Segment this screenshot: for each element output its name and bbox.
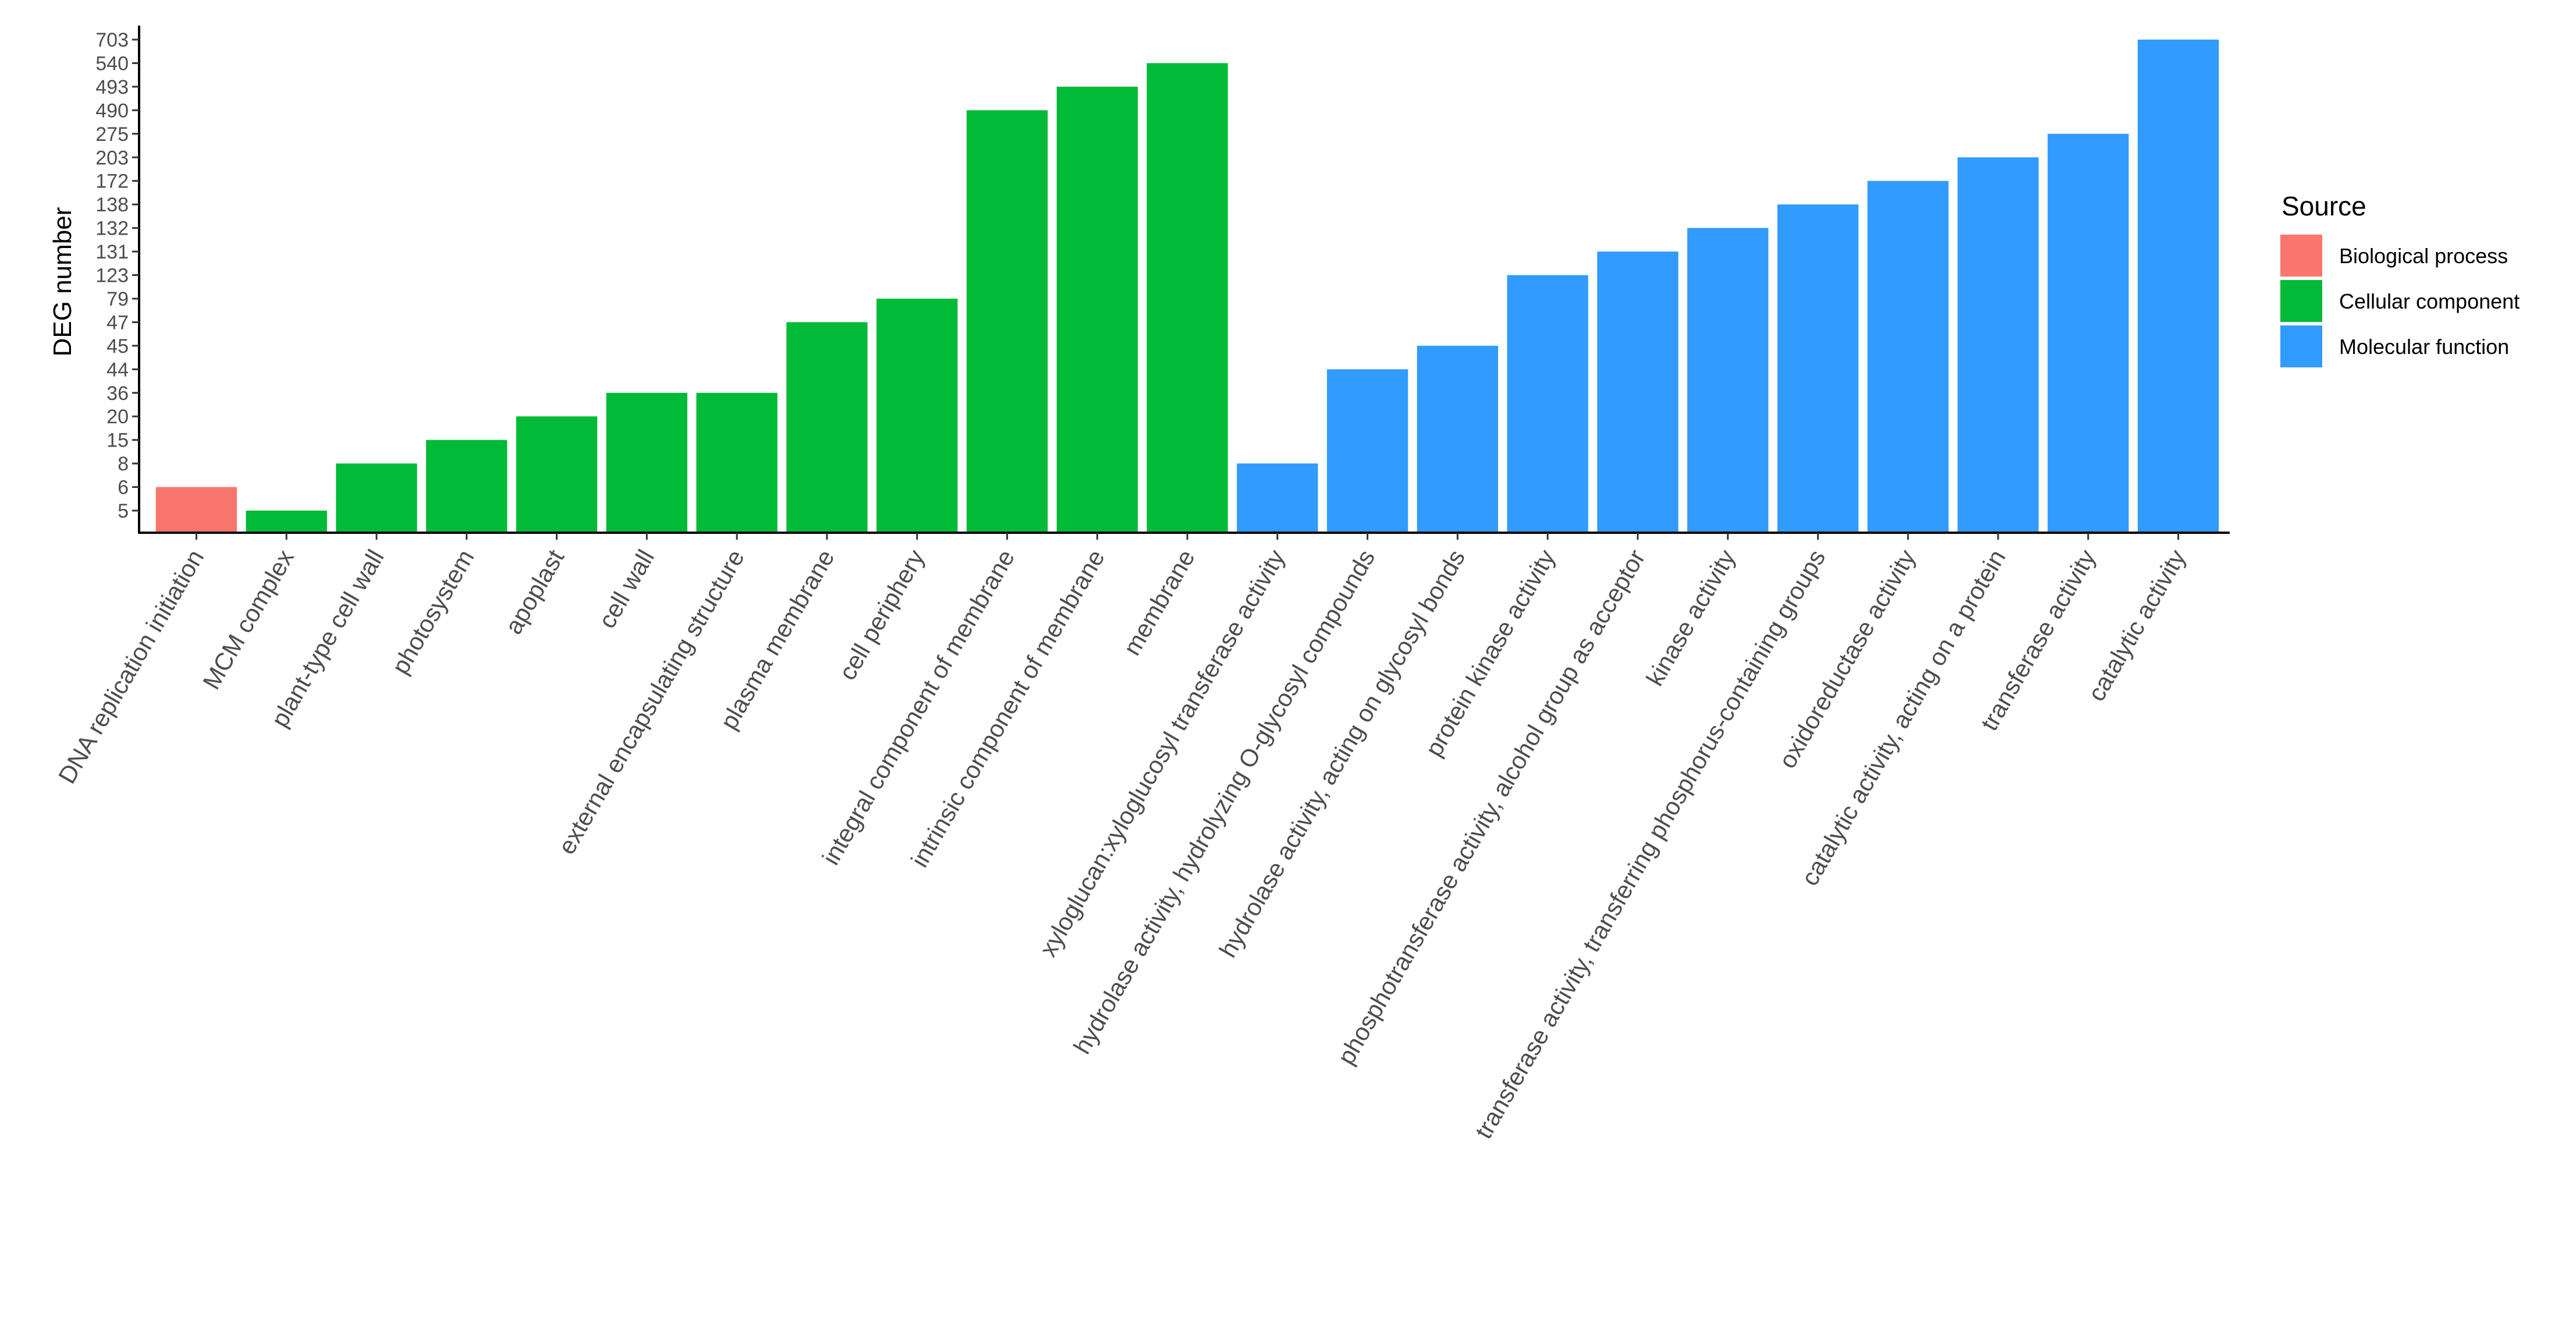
bar bbox=[1056, 86, 1138, 532]
bar bbox=[1417, 345, 1498, 532]
bar bbox=[1326, 369, 1408, 532]
legend: Source Biological process Cellular compon… bbox=[2280, 191, 2520, 367]
y-tick-label: 79 bbox=[107, 288, 129, 310]
legend-label: Molecular function bbox=[2339, 335, 2509, 359]
bar bbox=[966, 110, 1048, 532]
y-tick-label: 493 bbox=[95, 76, 129, 98]
y-tick-label: 36 bbox=[107, 383, 129, 405]
bars-layer bbox=[155, 40, 2219, 532]
y-tick-label: 47 bbox=[107, 311, 129, 334]
y-tick-label: 490 bbox=[95, 100, 129, 122]
y-tick-label: 131 bbox=[95, 241, 129, 263]
y-tick-label: 15 bbox=[107, 430, 129, 452]
y-axis: 5681520364445477912313113213817220327549… bbox=[95, 29, 139, 522]
bar bbox=[246, 511, 327, 532]
y-tick-label: 123 bbox=[95, 265, 129, 287]
y-tick-label: 703 bbox=[95, 29, 129, 51]
legend-title: Source bbox=[2282, 191, 2366, 221]
x-tick-label: intrinsic component of membrane bbox=[906, 545, 1110, 872]
bar bbox=[1507, 275, 1588, 532]
y-tick-label: 275 bbox=[95, 123, 129, 146]
x-tick-label: DNA replication initiation bbox=[53, 545, 209, 788]
y-tick-label: 8 bbox=[118, 453, 129, 475]
bar bbox=[877, 298, 958, 532]
bar bbox=[1147, 63, 1228, 532]
legend-swatch bbox=[2280, 325, 2322, 367]
legend-swatch bbox=[2280, 235, 2322, 277]
bar bbox=[1867, 180, 1949, 532]
legend-label: Cellular component bbox=[2339, 289, 2520, 313]
y-tick-label: 44 bbox=[107, 359, 129, 381]
y-tick-label: 5 bbox=[118, 500, 129, 522]
y-tick-label: 138 bbox=[95, 194, 129, 216]
bar bbox=[696, 392, 778, 532]
x-tick-label: catalytic activity bbox=[2082, 545, 2191, 706]
bar bbox=[155, 487, 237, 532]
x-tick-label: apoplast bbox=[499, 545, 569, 639]
bar bbox=[516, 416, 598, 532]
y-tick-label: 6 bbox=[118, 477, 129, 499]
bar bbox=[1687, 228, 1769, 532]
bar bbox=[336, 463, 417, 532]
x-tick-label: external encapsulating structure bbox=[553, 545, 750, 859]
x-tick-label: kinase activity bbox=[1641, 545, 1740, 690]
bar bbox=[606, 392, 687, 532]
y-tick-label: 540 bbox=[95, 52, 129, 75]
bar bbox=[2137, 40, 2219, 532]
x-tick-label: membrane bbox=[1118, 545, 1200, 660]
x-tick-label: transferase activity, transferring phosp… bbox=[1470, 545, 1830, 1143]
bar bbox=[1957, 157, 2039, 532]
x-tick-label: cell wall bbox=[593, 545, 659, 633]
bar bbox=[1777, 204, 1859, 532]
x-tick-label: integral component of membrane bbox=[817, 545, 1020, 869]
legend-swatch bbox=[2280, 280, 2322, 322]
bar bbox=[1237, 463, 1318, 532]
y-axis-title: DEG number bbox=[48, 207, 77, 357]
x-tick-label: cell periphery bbox=[833, 545, 930, 685]
y-tick-label: 45 bbox=[107, 335, 129, 357]
bar bbox=[1597, 252, 1679, 532]
y-tick-label: 132 bbox=[95, 218, 129, 240]
bar bbox=[426, 440, 508, 532]
bar bbox=[786, 322, 868, 532]
legend-label: Biological process bbox=[2339, 244, 2508, 268]
bar bbox=[2048, 133, 2129, 532]
y-tick-label: 203 bbox=[95, 147, 129, 169]
y-tick-label: 20 bbox=[107, 406, 129, 428]
y-tick-label: 172 bbox=[95, 171, 129, 193]
x-tick-label: photosystem bbox=[386, 545, 480, 679]
x-tick-label: MCM complex bbox=[197, 545, 299, 694]
